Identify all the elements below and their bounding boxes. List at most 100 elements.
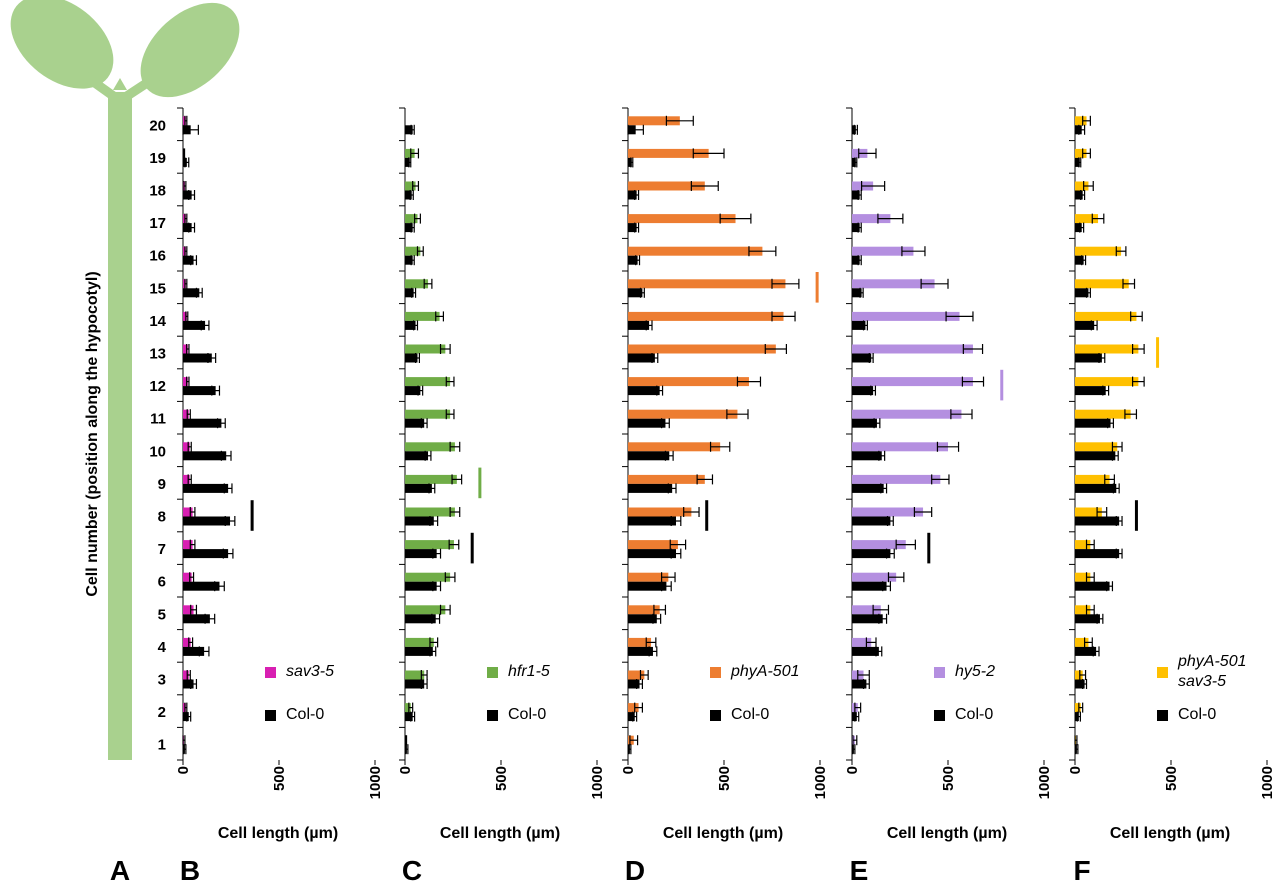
error-bar	[853, 744, 855, 754]
x-tick-label: 1000	[812, 766, 829, 799]
bar	[405, 647, 433, 656]
legend-swatch	[710, 667, 721, 678]
category-label: 7	[158, 541, 166, 558]
x-tick-label: 0	[175, 766, 192, 774]
bar	[1075, 484, 1116, 493]
bar	[1075, 582, 1110, 591]
bar	[1075, 377, 1138, 386]
category-label: 18	[149, 183, 166, 200]
y-axis-label: Cell number (position along the hypocoty…	[84, 271, 101, 596]
bar	[852, 419, 877, 428]
bar	[405, 442, 455, 451]
bar	[183, 582, 219, 591]
bar	[628, 214, 736, 223]
panel-label: B	[180, 855, 200, 886]
bar	[405, 582, 437, 591]
error-bar	[184, 744, 186, 754]
category-label: 17	[149, 215, 166, 232]
bar	[628, 442, 720, 451]
bar	[405, 614, 436, 623]
bar	[1075, 386, 1106, 395]
bar	[405, 345, 445, 354]
panel-label: D	[625, 855, 645, 886]
bar	[183, 451, 226, 460]
legend-label: phyA-501	[731, 662, 813, 682]
bar	[405, 540, 454, 549]
x-tick-label: 500	[271, 766, 288, 791]
legend-label: sav3-5	[286, 662, 368, 682]
bar	[628, 279, 785, 288]
bar	[852, 386, 873, 395]
category-label: 20	[149, 117, 166, 134]
category-label: 14	[149, 313, 166, 330]
legend-label: Col-0	[731, 705, 813, 725]
category-label: 8	[158, 509, 166, 526]
bar	[183, 484, 228, 493]
bar	[628, 312, 784, 321]
bar	[852, 614, 883, 623]
error-bar	[187, 409, 190, 419]
bar	[852, 475, 940, 484]
bar	[852, 582, 887, 591]
legend-label: Col-0	[955, 705, 1037, 725]
bar	[628, 386, 660, 395]
category-label: 3	[158, 672, 166, 689]
bar	[628, 345, 776, 354]
bar	[628, 475, 705, 484]
bar	[1075, 345, 1138, 354]
category-label: 4	[158, 639, 167, 656]
bar	[405, 573, 450, 582]
error-bar	[629, 744, 631, 754]
bar	[628, 247, 762, 256]
bar	[405, 312, 440, 321]
category-label: 6	[158, 574, 166, 591]
seedling-drawing	[0, 0, 257, 760]
bar	[405, 549, 437, 558]
bar	[852, 354, 871, 363]
bar	[183, 549, 228, 558]
category-label: 15	[149, 280, 166, 297]
bar	[1075, 614, 1100, 623]
bar	[628, 451, 669, 460]
legend-label: Col-0	[508, 705, 590, 725]
x-tick-label: 0	[1067, 766, 1084, 774]
x-axis-label: Cell length (µm)	[218, 825, 338, 842]
legend-label: Col-0	[1178, 705, 1260, 725]
category-label: 9	[158, 476, 166, 493]
bar	[1075, 451, 1115, 460]
bar	[183, 517, 230, 526]
legend-swatch	[710, 710, 721, 721]
legend-swatch	[934, 667, 945, 678]
bar	[1075, 279, 1129, 288]
error-bar	[187, 670, 190, 680]
bar	[628, 377, 749, 386]
legend-label: hfr1-5	[508, 662, 590, 682]
bar	[1075, 442, 1117, 451]
legend-swatch	[1157, 710, 1168, 721]
bar	[183, 386, 216, 395]
category-label: 16	[149, 248, 166, 265]
panel-label: A	[110, 855, 130, 886]
panel-label: C	[402, 855, 422, 886]
error-bar	[405, 735, 406, 745]
bar	[852, 312, 960, 321]
legend-swatch	[265, 710, 276, 721]
category-label: 10	[149, 443, 166, 460]
bar	[1075, 312, 1136, 321]
category-label: 19	[149, 150, 166, 167]
legend-label: Col-0	[286, 705, 368, 725]
x-axis-label: Cell length (µm)	[440, 825, 560, 842]
panel-label: E	[850, 855, 869, 886]
bar	[628, 419, 665, 428]
category-label: 2	[158, 704, 166, 721]
bar	[1075, 517, 1119, 526]
bar	[405, 508, 455, 517]
panel-label: F	[1073, 855, 1090, 886]
bar	[628, 410, 737, 419]
bar	[628, 517, 676, 526]
legend-swatch	[934, 710, 945, 721]
error-bar	[1083, 679, 1087, 689]
bar	[405, 410, 450, 419]
category-label: 1	[158, 737, 166, 754]
x-tick-label: 500	[716, 766, 733, 791]
